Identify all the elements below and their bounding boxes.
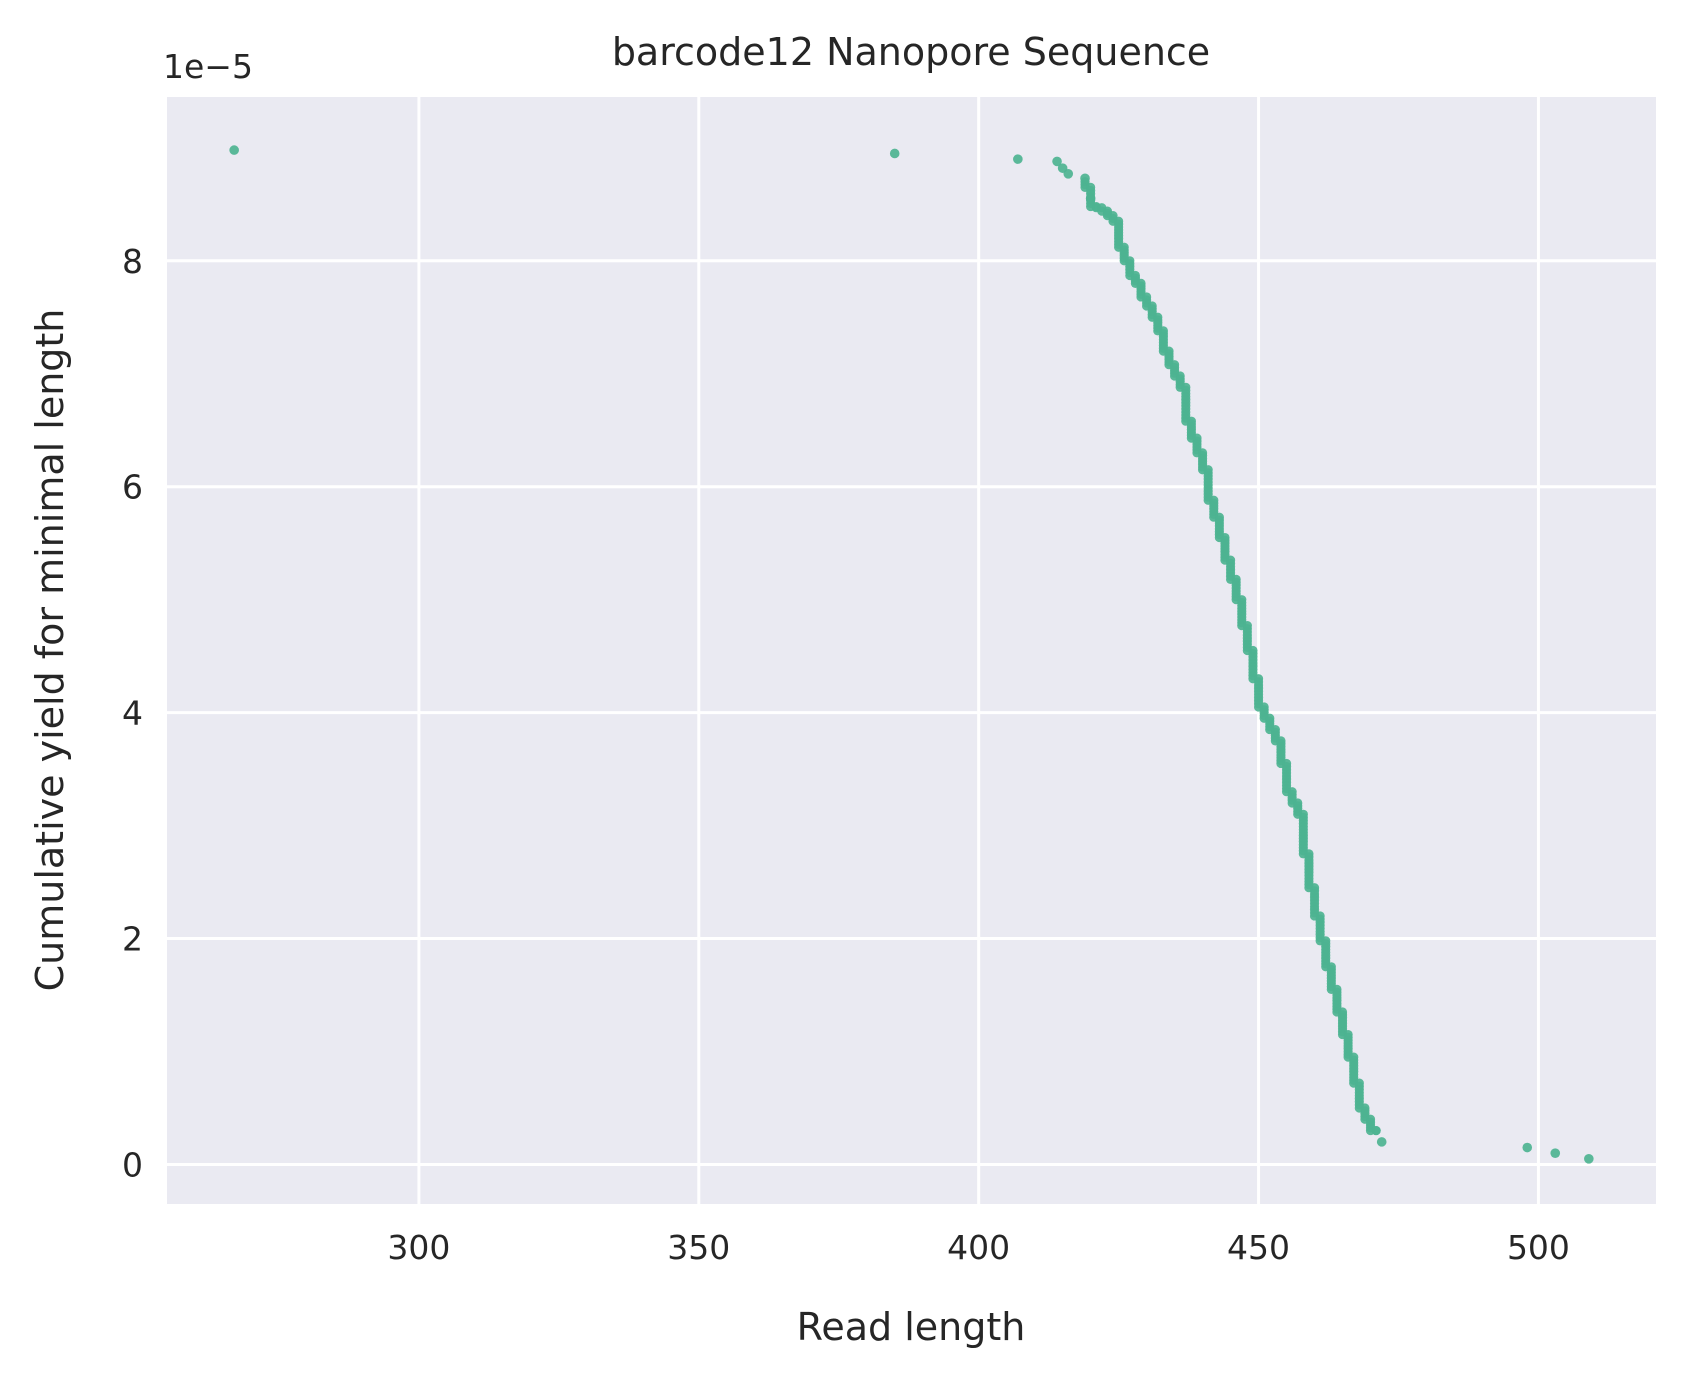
plot-background: [167, 97, 1656, 1204]
data-point: [1376, 1137, 1387, 1147]
data-points: [229, 145, 1594, 1164]
y-tick-labels: 0 2 4 6 8: [122, 242, 143, 1185]
x-axis-label: Read length: [797, 1305, 1026, 1349]
y-axis-label: Cumulative yield for minimal length: [28, 309, 72, 992]
y-tick-label: 0: [122, 1145, 143, 1184]
x-tick-label: 450: [1227, 1228, 1290, 1267]
x-tick-labels: 300 350 400 450 500: [387, 1228, 1570, 1267]
data-point: [1013, 154, 1023, 164]
data-point: [1052, 156, 1062, 167]
data-point: [889, 148, 900, 159]
y-tick-label: 6: [122, 468, 143, 507]
x-tick-label: 500: [1507, 1228, 1570, 1267]
data-point: [1371, 1125, 1381, 1136]
y-tick-label: 4: [122, 694, 143, 733]
x-tick-label: 400: [947, 1228, 1010, 1267]
x-tick-label: 300: [387, 1228, 450, 1267]
x-tick-label: 350: [667, 1228, 730, 1267]
data-point: [229, 145, 239, 155]
data-point: [1522, 1142, 1533, 1153]
grid: [167, 97, 1656, 1204]
data-point: [1063, 169, 1074, 179]
y-tick-label: 2: [122, 920, 143, 959]
data-point: [1550, 1148, 1561, 1158]
data-point: [1584, 1154, 1594, 1164]
chart-title: barcode12 Nanopore Sequence: [612, 30, 1210, 74]
data-point: [1085, 193, 1096, 204]
y-tick-label: 8: [122, 242, 143, 281]
y-offset-label: 1e−5: [163, 47, 253, 86]
data-point: [1080, 173, 1090, 184]
